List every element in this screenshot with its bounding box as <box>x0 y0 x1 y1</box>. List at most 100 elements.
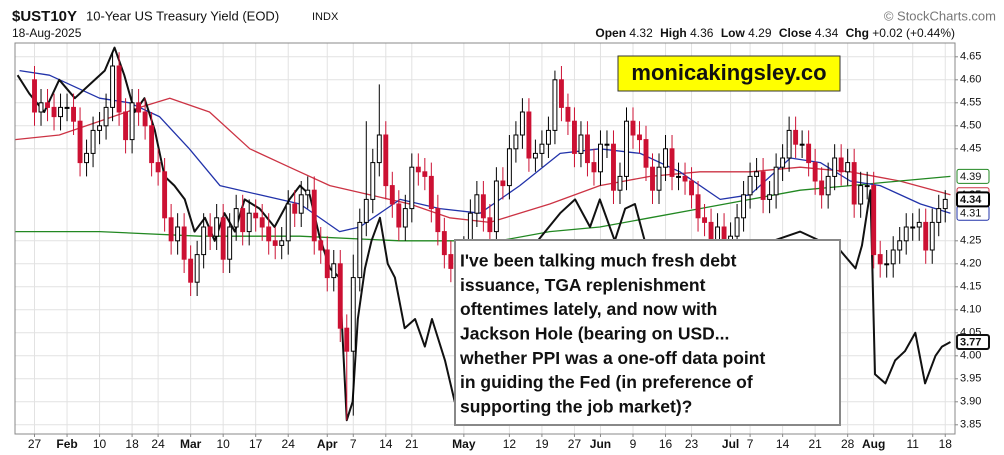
candle-body <box>415 166 421 173</box>
candle-body <box>656 166 662 191</box>
candle-body <box>591 162 597 173</box>
x-tick-label: 18 <box>125 437 139 451</box>
candle-body <box>695 194 701 219</box>
y-tick-label: 3.90 <box>960 396 981 408</box>
x-tick-label: 24 <box>282 437 296 451</box>
candle-body <box>292 203 298 214</box>
candle-body <box>513 134 519 150</box>
candle-body <box>741 194 747 219</box>
candle-body <box>331 263 337 279</box>
comment-line: I've been talking much fresh debt <box>460 251 737 271</box>
candle-body <box>806 143 812 164</box>
candle-body <box>936 208 942 223</box>
candle-body <box>819 180 825 196</box>
candle-body <box>149 125 155 164</box>
comment-line: supporting the job market)? <box>460 396 692 416</box>
comment-line: oftentimes lately, and now with <box>460 299 717 319</box>
candle-body <box>910 226 916 229</box>
candle-body <box>825 175 831 196</box>
plot-area <box>15 46 951 422</box>
candle-body <box>220 217 226 260</box>
candle-body <box>539 143 545 154</box>
quote-label: Chg <box>846 26 869 40</box>
quote: Open 4.32 High 4.36 Low 4.29 Close 4.34 … <box>595 26 955 40</box>
x-tick-label: 11 <box>906 437 919 451</box>
candle-body <box>526 111 532 159</box>
candle-body <box>337 263 343 329</box>
candle-body <box>90 129 96 154</box>
candle-body <box>923 221 929 251</box>
candle-body <box>558 79 564 108</box>
candle-body <box>799 143 805 146</box>
candle-body <box>305 189 311 196</box>
line-series <box>15 175 951 242</box>
candle-body <box>129 102 135 141</box>
candle-body <box>136 102 142 113</box>
candle-body <box>754 171 760 177</box>
candle-body <box>715 226 721 242</box>
axes: 3.853.903.954.004.054.104.154.204.254.45… <box>28 51 982 451</box>
x-tick-label: Apr <box>317 437 338 451</box>
candle-body <box>676 175 681 178</box>
candle-body <box>858 185 864 205</box>
quote-value: +0.02 (+0.44%) <box>872 26 955 40</box>
y-tick-label: 4.25 <box>960 235 981 247</box>
candle-body <box>884 263 890 266</box>
candle-body <box>324 249 330 279</box>
candle-body <box>311 189 317 242</box>
candle-body <box>780 157 786 168</box>
x-tick-label: Aug <box>862 437 885 451</box>
y-tick-label: 4.10 <box>960 304 981 316</box>
candle-body <box>389 185 395 205</box>
comment: I've been talking much fresh debt issuanc… <box>459 251 765 417</box>
plot-frame <box>14 42 956 435</box>
candle-body <box>363 198 369 223</box>
candle-body <box>578 134 584 154</box>
candle-body <box>747 175 753 196</box>
candle-body <box>474 194 480 214</box>
candle-body <box>532 152 538 159</box>
candle-body <box>890 249 896 265</box>
x-tick-label: 17 <box>249 437 263 451</box>
quote-label: Low <box>721 26 746 40</box>
price-tag: 4.34 <box>960 194 982 206</box>
candle-body <box>181 226 187 260</box>
candle-body <box>207 226 213 237</box>
candle-body <box>545 129 551 145</box>
candle-body <box>97 125 103 131</box>
candle-body <box>832 157 838 177</box>
quote-value: 4.36 <box>690 26 714 40</box>
candle-body <box>298 194 304 214</box>
y-tick-label: 4.00 <box>960 350 981 362</box>
y-tick-label: 4.45 <box>960 143 981 155</box>
candle-body <box>565 106 571 122</box>
comment-line: in guiding the Fed (in preference of <box>460 372 753 392</box>
candle-body <box>767 194 773 200</box>
candle-body <box>663 148 668 168</box>
candle-body <box>441 231 447 256</box>
candle-body <box>71 106 76 122</box>
candle-body <box>45 102 50 108</box>
candle-body <box>643 139 649 168</box>
candle-body <box>942 198 948 210</box>
x-tick-label: Feb <box>56 437 77 451</box>
date: 18-Aug-2025 <box>12 26 82 40</box>
candle-body <box>110 65 116 108</box>
exchange: INDX <box>312 11 339 23</box>
candle-body <box>637 134 642 141</box>
x-tick-label: 23 <box>685 437 699 451</box>
quote-label: Close <box>779 26 812 40</box>
candle-body <box>383 134 389 187</box>
candle-body <box>708 221 714 242</box>
x-tick-label: May <box>452 437 476 451</box>
candle-body <box>493 180 499 233</box>
comment-line: whether PPI was a one-off data point <box>459 348 765 368</box>
comment-line: Jackson Hole (bearing on USD... <box>460 324 729 344</box>
candle-body <box>272 240 278 246</box>
candle-body <box>350 277 356 352</box>
x-tick-label: Jul <box>722 437 739 451</box>
candle-body <box>598 143 603 173</box>
candle-body <box>285 203 291 242</box>
x-tick-label: 14 <box>776 437 790 451</box>
